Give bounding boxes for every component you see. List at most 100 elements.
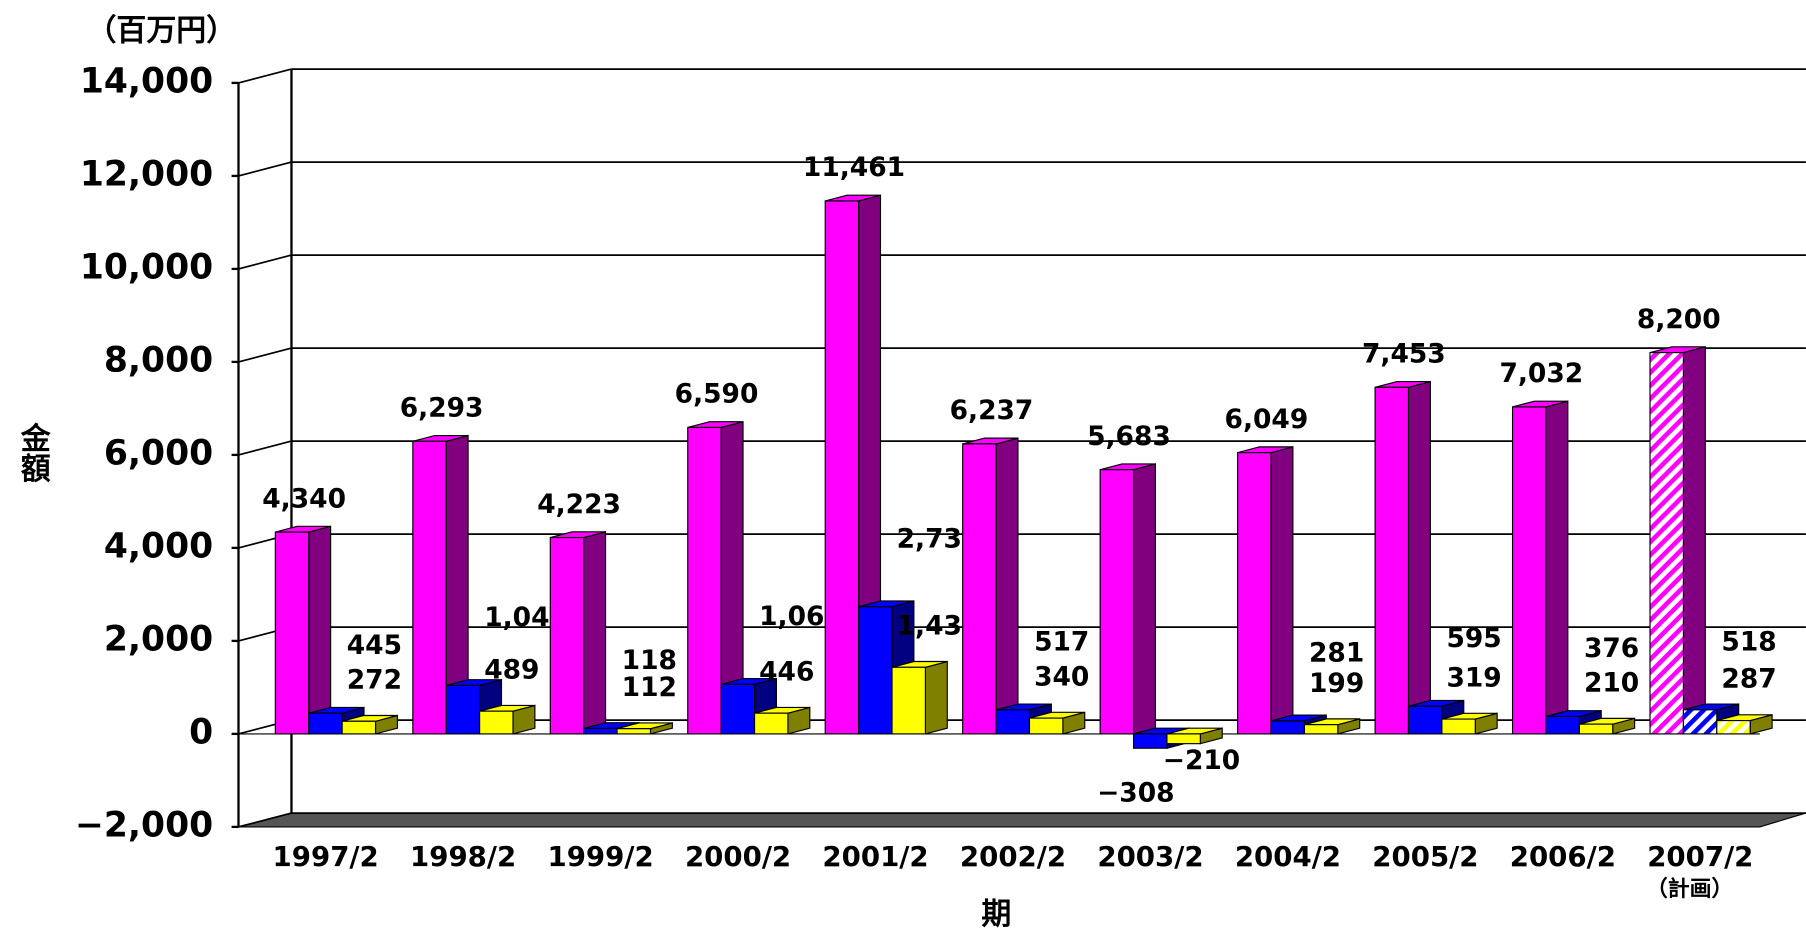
bar [892,667,925,734]
bar [825,201,858,734]
bar [721,684,754,734]
bar [1717,721,1750,734]
bar [1579,724,1612,734]
bar [413,441,446,734]
data-label: 4,223 [537,489,621,520]
grid-diagonal [238,348,291,362]
bar [309,713,342,734]
y-tick-label: 0 [189,712,213,752]
bar [1650,353,1683,734]
data-label: 319 [1446,662,1501,693]
grid-diagonal [238,69,291,83]
bar [1408,706,1441,734]
data-label: 4,340 [262,483,346,514]
bar-side [1271,447,1293,734]
bar [584,728,617,733]
bar [859,607,892,734]
bar-side [996,438,1018,734]
y-tick-label: 8,000 [104,340,213,380]
x-tick-label: 2003/2 [1097,840,1203,873]
y-axis-label: 金額 [15,422,52,484]
data-label: 7,453 [1362,339,1446,370]
data-label: 6,590 [675,379,759,410]
plot-area: −2,000 0 2,000 4,000 6,000 8,000 10,000 12,000 1… [75,61,1806,873]
data-label: 376 [1584,633,1639,664]
data-label: 199 [1309,668,1364,699]
bar [1304,725,1337,734]
bar [1442,719,1475,734]
bar [963,444,996,734]
data-label: 210 [1584,667,1639,698]
data-label: 6,293 [400,393,484,424]
plan-label: （計画） [1646,876,1733,902]
bar [996,710,1029,734]
bar [1271,721,1304,734]
data-label: 445 [347,630,402,661]
x-tick-label: 1998/2 [410,840,516,873]
bar [446,685,479,733]
data-label: 281 [1309,638,1364,669]
data-label: 489 [484,654,539,685]
chart: （百万円） 金額 期 （計画） −2,000 0 2,000 4,000 6,000 8,… [0,0,1806,934]
bar [1238,453,1271,734]
y-tick-label: 10,000 [80,247,213,287]
bar [688,427,721,733]
x-tick-label: 2000/2 [685,840,791,873]
bar [550,538,583,734]
data-label: 112 [622,672,677,703]
data-label: 6,237 [950,395,1034,426]
bar-side [925,662,947,734]
y-tick-label: 6,000 [104,433,213,473]
data-label: 517 [1034,627,1089,658]
x-tick-label: 1997/2 [273,840,379,873]
bar-side [584,532,606,734]
data-label: 595 [1446,623,1501,654]
y-tick-label: −2,000 [75,805,213,845]
data-label: −308 [1097,777,1174,808]
x-tick-label: 2005/2 [1372,840,1478,873]
bar-side [1134,464,1156,734]
data-label: 6,049 [1225,404,1309,435]
bar-side [309,526,331,734]
bar [1100,470,1133,734]
bar-side [1408,382,1430,734]
grid-diagonal [238,162,291,176]
data-label: 272 [347,664,402,695]
data-label: −210 [1163,745,1240,776]
bar [480,711,513,734]
x-tick-label: 1999/2 [547,840,653,873]
data-label: 340 [1034,661,1089,692]
bar-side [1546,401,1568,734]
grid-diagonal [238,255,291,269]
bar [1029,718,1062,734]
bar [755,713,788,734]
y-tick-label: 2,000 [104,619,213,659]
floor [238,813,1805,827]
bar [1546,716,1579,733]
y-tick-label: 4,000 [104,526,213,566]
x-tick-label: 2004/2 [1235,840,1341,873]
data-label: 518 [1721,627,1776,658]
y-tick-label: 14,000 [80,61,213,101]
bar [1167,734,1200,744]
data-label: 7,032 [1499,358,1583,389]
unit-label: （百万円） [86,14,236,49]
data-label: 5,683 [1087,421,1171,452]
x-axis-label: 期 [981,897,1011,932]
bar-side [1683,347,1705,734]
bar [342,721,375,734]
y-tick-label: 12,000 [80,154,213,194]
data-label: 287 [1721,664,1776,695]
grid-diagonal [238,441,291,455]
bar [275,532,308,734]
x-tick-label: 2007/2 [1647,840,1753,873]
x-tick-label: 2006/2 [1510,840,1616,873]
data-label: 446 [759,656,814,687]
bar [1683,710,1716,734]
data-label: 8,200 [1637,304,1721,335]
bar [617,729,650,734]
x-tick-label: 2001/2 [822,840,928,873]
data-label: 11,461 [803,152,905,183]
bar [1375,387,1408,734]
bar [1513,407,1546,734]
